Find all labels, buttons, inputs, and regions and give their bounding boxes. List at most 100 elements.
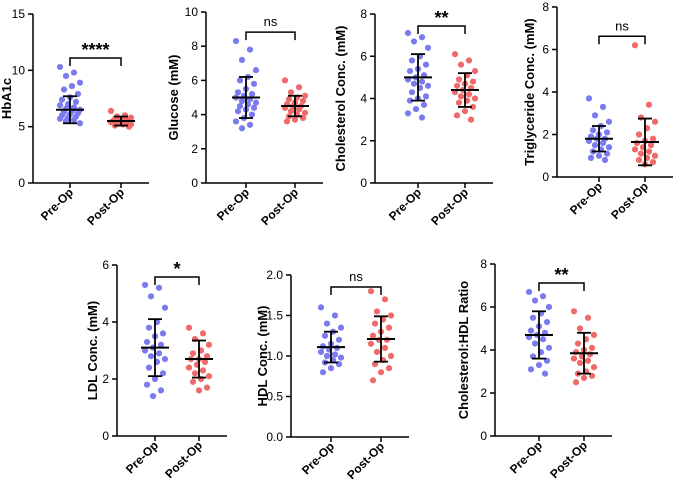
- data-point: [381, 296, 389, 303]
- data-point: [541, 370, 549, 377]
- significance-bracket: [417, 25, 466, 34]
- data-point: [369, 377, 377, 384]
- panel-4: 0 2 4 6 8 Pre-Op Post-Op Triglyceride Conc. (mM…: [522, 0, 673, 222]
- y-axis-label: Cholesterol Conc. (mM): [333, 26, 348, 172]
- y-tick-label: 10: [185, 5, 199, 19]
- data-point: [471, 67, 479, 75]
- data-point: [185, 324, 193, 331]
- data-point: [455, 76, 463, 83]
- data-point: [545, 303, 553, 311]
- data-point: [60, 86, 68, 93]
- y-tick-label: 6: [542, 43, 549, 57]
- data-point: [236, 102, 244, 110]
- y-tick-label: 0: [542, 170, 549, 184]
- data-point: [387, 352, 395, 360]
- significance-bracket: [598, 35, 646, 45]
- data-point: [572, 349, 580, 356]
- data-point: [385, 324, 393, 331]
- data-point: [651, 118, 659, 125]
- data-point: [584, 357, 592, 364]
- data-point: [56, 102, 64, 109]
- data-point: [68, 83, 76, 90]
- y-axis-label: LDL Conc. (mM): [85, 301, 100, 400]
- data-point: [371, 320, 379, 327]
- y-tick-label: 8: [542, 0, 549, 14]
- data-point: [418, 34, 426, 41]
- y-axis-label: HDL Conc. (mM): [255, 306, 270, 407]
- significance-label: **: [434, 8, 448, 28]
- y-tick-label: 0: [102, 429, 109, 443]
- y-tick-label: 1.0: [266, 349, 283, 363]
- y-axis-label: HbA1c: [0, 78, 14, 119]
- data-point: [465, 57, 473, 64]
- data-point: [471, 95, 479, 102]
- panel-7: 0 2 4 6 8 Pre-Op Post-Op Cholesterol:HDL Ratio *…: [456, 257, 612, 481]
- data-point: [525, 288, 533, 296]
- data-point: [455, 99, 463, 106]
- data-point: [418, 114, 426, 121]
- data-point: [189, 350, 197, 357]
- significance-label: ****: [81, 40, 109, 60]
- data-point: [570, 308, 578, 315]
- y-tick-label: 2.0: [266, 268, 283, 282]
- data-point: [250, 104, 258, 111]
- data-point: [605, 118, 613, 125]
- data-point: [143, 338, 151, 346]
- data-point: [238, 125, 246, 132]
- data-point: [404, 29, 412, 37]
- data-point: [587, 154, 595, 161]
- data-point: [246, 121, 254, 128]
- data-point: [331, 312, 339, 319]
- data-point: [545, 344, 553, 351]
- data-point: [637, 150, 645, 157]
- data-point: [408, 57, 416, 64]
- data-point: [631, 42, 639, 49]
- data-point: [195, 387, 203, 394]
- data-point: [422, 93, 430, 100]
- significance-label: *: [173, 259, 180, 279]
- data-point: [589, 127, 597, 134]
- data-point: [367, 340, 375, 347]
- panel-6: 0.0 0.5 1.0 1.5 2.0 Pre-Op Post-Op HDL Conc. (m…: [255, 268, 409, 482]
- data-point: [467, 116, 475, 123]
- data-point: [205, 373, 213, 380]
- data-point: [406, 67, 414, 75]
- data-point: [58, 96, 66, 103]
- data-point: [299, 97, 307, 105]
- data-point: [539, 293, 547, 300]
- significance-label: ns: [264, 14, 278, 29]
- x-category-label: Pre-Op: [507, 438, 545, 476]
- y-tick-label: 15: [12, 7, 26, 21]
- data-point: [232, 37, 240, 45]
- data-point: [203, 384, 211, 391]
- data-point: [250, 80, 258, 87]
- data-point: [637, 114, 645, 121]
- data-point: [145, 364, 153, 371]
- data-point: [234, 89, 242, 96]
- data-point: [157, 341, 165, 348]
- data-point: [412, 105, 420, 113]
- data-point: [381, 344, 389, 351]
- x-category-label: Pre-Op: [386, 185, 424, 223]
- data-point: [543, 318, 551, 326]
- data-point: [76, 79, 84, 86]
- data-point: [125, 123, 133, 130]
- data-point: [56, 115, 64, 122]
- data-point: [457, 61, 465, 68]
- data-point: [246, 46, 254, 53]
- data-point: [457, 93, 465, 100]
- data-point: [647, 142, 655, 149]
- data-point: [531, 340, 539, 347]
- data-point: [469, 78, 477, 85]
- data-point: [252, 99, 260, 106]
- data-point: [232, 118, 240, 125]
- data-point: [588, 344, 596, 351]
- y-tick-label: 8: [360, 7, 367, 21]
- panel-2: 0 2 4 6 8 10 Pre-Op Post-Op Glucose (mM) ns: [166, 5, 323, 228]
- x-category-label: Post-Op: [84, 185, 127, 228]
- data-point: [574, 340, 582, 347]
- y-axis-label: Cholesterol:HDL Ratio: [456, 281, 471, 419]
- y-tick-label: 2: [480, 386, 487, 400]
- y-tick-label: 1.5: [266, 309, 283, 323]
- data-point: [205, 341, 213, 348]
